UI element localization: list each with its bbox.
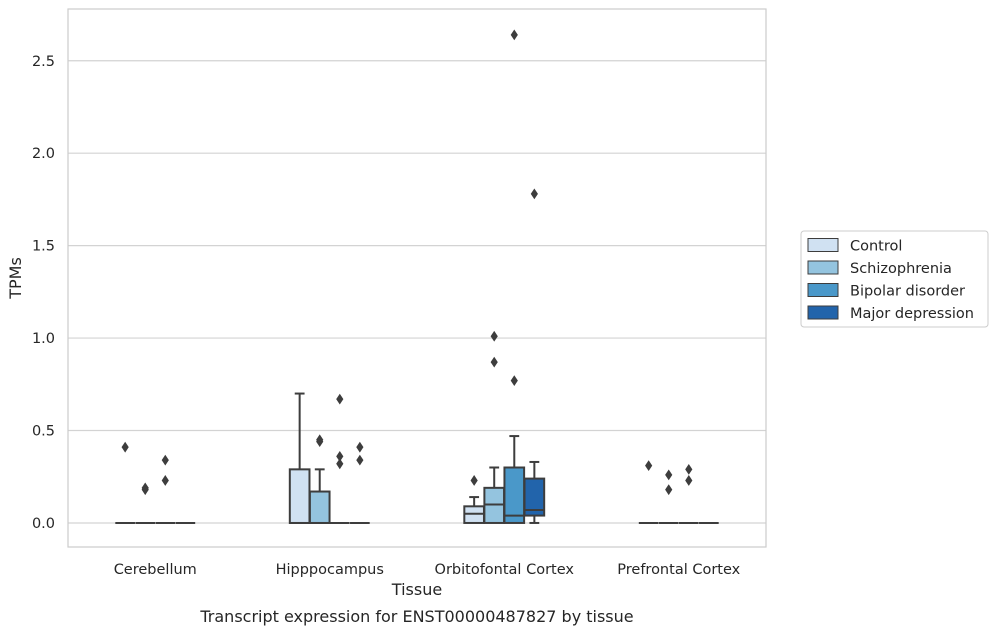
legend-swatch bbox=[807, 260, 839, 275]
box-2-0 bbox=[463, 496, 485, 524]
y-tick-label: 1.0 bbox=[32, 331, 55, 347]
outlier-point bbox=[645, 460, 653, 472]
outlier-point bbox=[161, 475, 169, 486]
outlier-point bbox=[490, 356, 498, 368]
y-tick-labels: 0.0 0.5 1.0 1.5 2.0 2.5 bbox=[32, 54, 55, 532]
outlier-point bbox=[336, 451, 344, 462]
legend-label: Bipolar disorder bbox=[850, 284, 965, 300]
outlier-point bbox=[336, 458, 344, 470]
y-tick-label: 0.0 bbox=[32, 516, 55, 532]
outlier-point bbox=[356, 454, 364, 466]
outlier-point bbox=[356, 441, 364, 453]
legend-frame bbox=[800, 230, 989, 328]
outlier-points bbox=[121, 29, 693, 496]
box-body bbox=[308, 490, 331, 524]
outlier-point bbox=[316, 434, 324, 446]
box-1-1 bbox=[308, 468, 331, 524]
box-2-3 bbox=[523, 460, 546, 524]
legend-swatch bbox=[807, 305, 839, 320]
box-body bbox=[288, 468, 311, 524]
outlier-point bbox=[121, 441, 129, 453]
legend-label: Control bbox=[850, 239, 902, 255]
outlier-point bbox=[510, 375, 518, 387]
chart-title: Transcript expression for ENST0000048782… bbox=[199, 607, 633, 626]
legend: Control Schizophrenia Bipolar disorder Majo… bbox=[800, 230, 989, 328]
x-tick-label: Prefrontal Cortex bbox=[617, 562, 740, 578]
boxes bbox=[115, 392, 719, 524]
y-tick-label: 2.5 bbox=[32, 54, 55, 70]
outlier-point bbox=[336, 393, 344, 405]
legend-swatch bbox=[807, 238, 839, 252]
box-body bbox=[523, 477, 546, 517]
outlier-point bbox=[665, 469, 673, 481]
plot-frame bbox=[67, 8, 767, 548]
y-tick-label: 0.5 bbox=[32, 424, 55, 440]
outlier-point bbox=[685, 475, 693, 486]
outlier-point bbox=[161, 454, 169, 466]
y-axis-label: TPMs bbox=[6, 257, 25, 300]
legend-swatch bbox=[807, 283, 839, 297]
outlier-point bbox=[665, 484, 673, 496]
legend-label: Major depression bbox=[850, 306, 974, 322]
x-tick-label: Orbitofontal Cortex bbox=[435, 562, 575, 578]
x-tick-label: Hipppocampus bbox=[276, 562, 384, 578]
outlier-point bbox=[510, 29, 518, 41]
outlier-point bbox=[530, 188, 538, 200]
outlier-point bbox=[470, 475, 478, 486]
y-tick-label: 1.5 bbox=[32, 239, 55, 255]
legend-label: Schizophrenia bbox=[850, 261, 952, 277]
outlier-point bbox=[141, 482, 149, 494]
outlier-point bbox=[685, 463, 693, 475]
legend-items: Control Schizophrenia Bipolar disorder Majo… bbox=[807, 238, 974, 322]
x-tick-label: Cerebellum bbox=[114, 562, 197, 578]
y-tick-label: 2.0 bbox=[32, 146, 55, 162]
outlier-point bbox=[490, 330, 498, 342]
x-tick-labels: Cerebellum Hipppocampus Orbitofontal Corte… bbox=[114, 562, 741, 578]
x-axis-label: Tissue bbox=[391, 580, 442, 599]
